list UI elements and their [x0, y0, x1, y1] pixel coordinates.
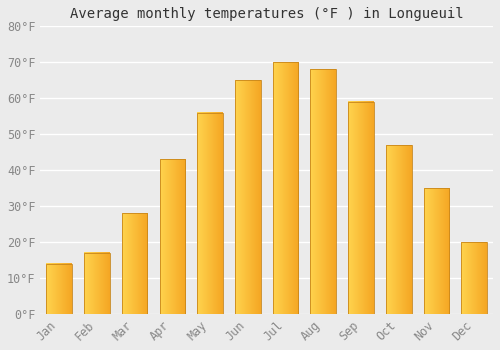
Title: Average monthly temperatures (°F ) in Longueuil: Average monthly temperatures (°F ) in Lo… — [70, 7, 464, 21]
